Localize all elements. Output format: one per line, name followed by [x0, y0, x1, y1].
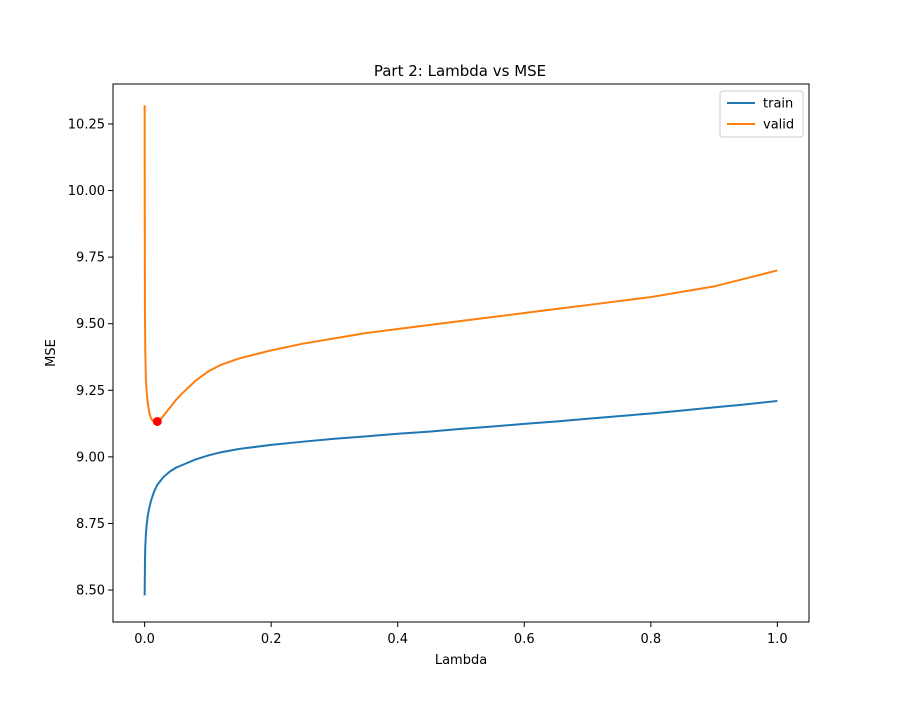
legend-label-train: train [763, 97, 793, 112]
x-tick-label: 1.0 [767, 632, 788, 647]
y-tick-label: 10.00 [68, 184, 105, 199]
x-tick-label: 0.0 [134, 632, 155, 647]
x-tick-label: 0.4 [387, 632, 408, 647]
series-line-train [143, 399, 778, 596]
series-line-valid [143, 105, 778, 423]
plot-area [112, 83, 810, 623]
y-axis-label: MSE [44, 339, 59, 367]
x-axis-label: Lambda [435, 653, 487, 668]
y-tick-label: 9.25 [76, 384, 105, 399]
x-tick-label: 0.8 [640, 632, 661, 647]
x-axis: 0.0 0.2 0.4 0.6 0.8 1.0 [134, 622, 788, 647]
minimum-point-marker [152, 416, 162, 426]
chart-title: Part 2: Lambda vs MSE [374, 62, 546, 80]
y-tick-label: 8.75 [76, 517, 105, 532]
y-tick-label: 10.25 [68, 117, 105, 132]
y-axis: 8.50 8.75 9.00 9.25 9.50 9.75 10.00 10.25 [68, 117, 113, 599]
axes-frame [112, 83, 810, 623]
marker-layer [152, 416, 162, 426]
series-layer [143, 105, 778, 596]
x-tick-label: 0.6 [514, 632, 535, 647]
y-tick-label: 9.00 [76, 450, 105, 465]
x-tick-label: 0.2 [261, 632, 282, 647]
y-tick-label: 8.50 [76, 584, 105, 599]
legend: train valid [719, 90, 804, 138]
y-tick-label: 9.50 [76, 317, 105, 332]
legend-label-valid: valid [763, 118, 794, 133]
y-tick-label: 9.75 [76, 251, 105, 266]
